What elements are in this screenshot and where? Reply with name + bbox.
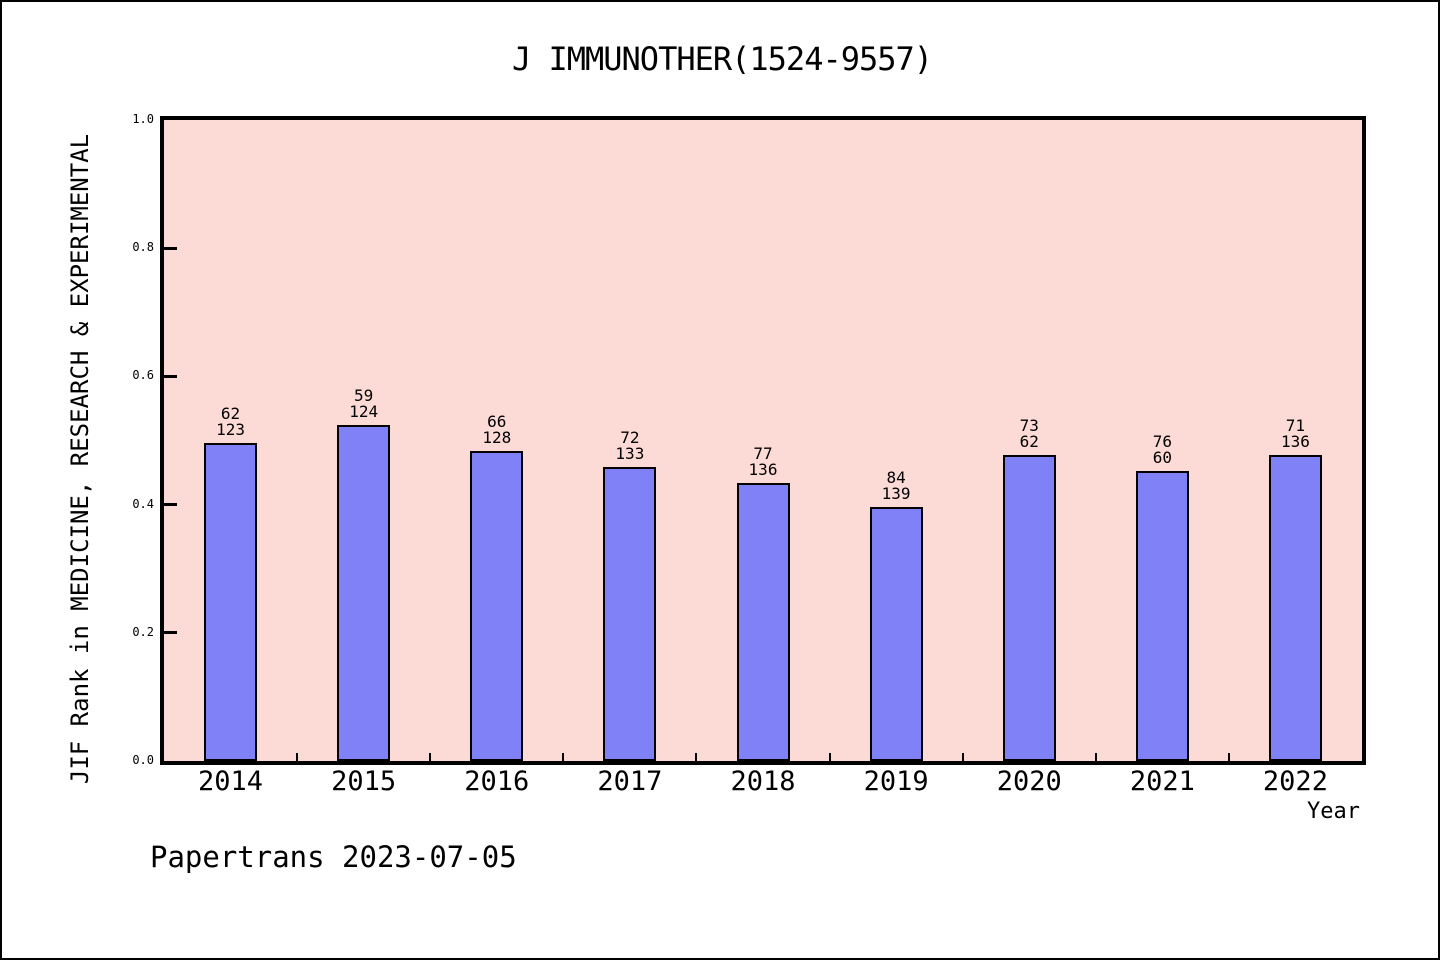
bar-label-2016: 66 128 — [482, 412, 512, 447]
bar-2019 — [869, 507, 923, 761]
x-tick-mark — [429, 753, 432, 761]
bar-label-2018: 77 136 — [748, 444, 778, 479]
bar-2018 — [736, 483, 790, 761]
y-tick-mark — [164, 246, 177, 250]
y-tick-mark — [164, 374, 177, 378]
bar-2022 — [1268, 455, 1322, 761]
x-tick-label-2017: 2017 — [597, 766, 663, 797]
x-tick-label-2015: 2015 — [331, 766, 397, 797]
bar-label-2021: 76 60 — [1152, 432, 1172, 467]
x-tick-mark — [961, 753, 964, 761]
chart-title: J IMMUNOTHER(1524-9557) — [511, 40, 933, 78]
bar-label-2019: 84 139 — [881, 468, 911, 503]
bar-label-2020: 73 62 — [1019, 416, 1039, 451]
bar-2021 — [1135, 471, 1189, 761]
bar-2020 — [1002, 455, 1056, 761]
x-tick-mark — [296, 753, 299, 761]
x-tick-label-2022: 2022 — [1262, 766, 1328, 797]
footer-text: Papertrans 2023-07-05 — [150, 840, 517, 874]
y-tick-label-0.2: 0.2 — [132, 624, 154, 639]
x-tick-mark — [1227, 753, 1230, 761]
x-axis-label: Year — [1307, 799, 1360, 824]
y-tick-label-0.6: 0.6 — [132, 368, 154, 383]
y-tick-mark — [164, 503, 177, 507]
y-tick-label-1.0: 1.0 — [132, 112, 154, 126]
x-tick-label-2016: 2016 — [464, 766, 530, 797]
bar-label-2022: 71 136 — [1280, 416, 1310, 451]
y-tick-label-0.4: 0.4 — [132, 496, 154, 511]
x-tick-label-2014: 2014 — [198, 766, 264, 797]
x-tick-mark — [1094, 753, 1097, 761]
x-tick-mark — [695, 753, 698, 761]
bar-2015 — [337, 425, 391, 761]
x-tick-label-2018: 2018 — [730, 766, 796, 797]
bar-2014 — [204, 443, 258, 761]
bar-label-2017: 72 133 — [615, 428, 645, 463]
bar-2016 — [470, 451, 524, 761]
bar-label-2015: 59 124 — [349, 386, 379, 421]
x-tick-label-2021: 2021 — [1129, 766, 1195, 797]
y-tick-label-0.0: 0.0 — [132, 753, 154, 767]
x-tick-label-2019: 2019 — [863, 766, 929, 797]
bar-2017 — [603, 467, 657, 761]
y-tick-label-0.8: 0.8 — [132, 240, 154, 255]
bar-label-2014: 62 123 — [216, 404, 245, 439]
x-tick-mark — [562, 753, 565, 761]
x-tick-mark — [828, 753, 831, 761]
y-axis-label: JIF Rank in MEDICINE, RESEARCH & EXPERIM… — [66, 133, 94, 785]
y-tick-mark — [164, 631, 177, 635]
x-tick-label-2020: 2020 — [996, 766, 1062, 797]
